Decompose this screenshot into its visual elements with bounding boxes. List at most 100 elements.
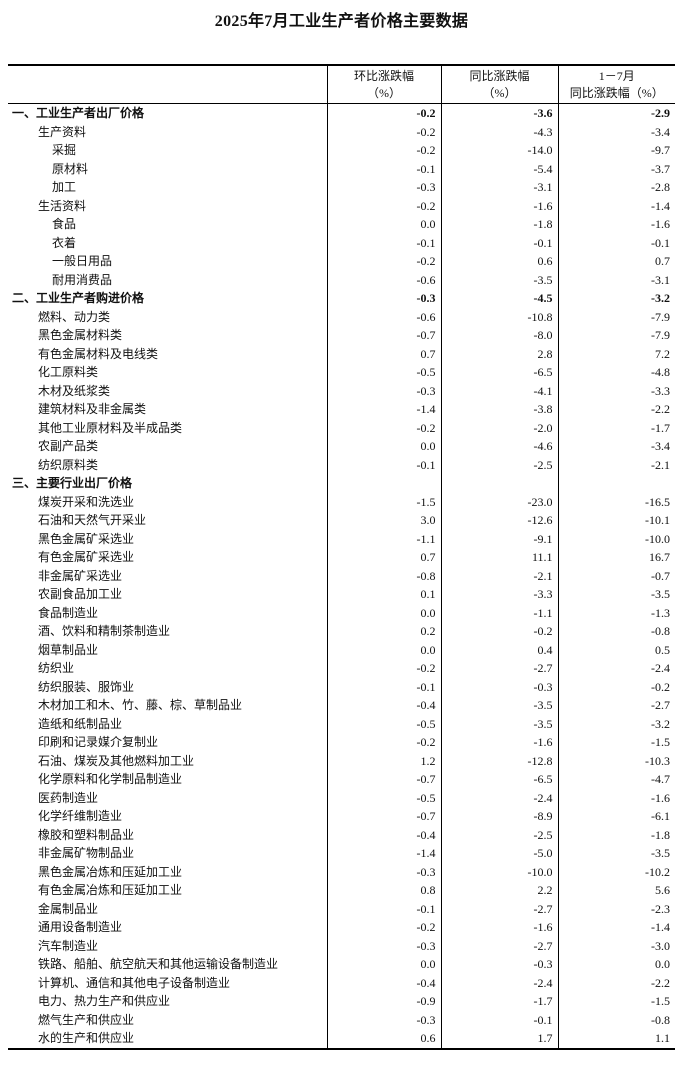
table-row: 食品制造业 0.0 -1.1 -1.3 bbox=[8, 603, 675, 622]
table-row: 食品 0.0 -1.8 -1.6 bbox=[8, 215, 675, 234]
yoy-value: 11.1 bbox=[440, 548, 558, 567]
yoy-value: -3.6 bbox=[440, 103, 558, 123]
yoy-value: -0.1 bbox=[440, 1010, 558, 1029]
row-label: 黑色金属材料类 bbox=[38, 328, 123, 343]
mom-value: -0.3 bbox=[326, 1010, 441, 1029]
row-label: 计算机、通信和其他电子设备制造业 bbox=[38, 975, 231, 990]
ytd-value: -7.9 bbox=[557, 307, 675, 326]
table-body: 一、工业生产者出厂价格 -0.2 -3.6 -2.9 生产资料 -0.2 -4.3 -3.4 采… bbox=[8, 103, 675, 1050]
mom-value: -0.3 bbox=[326, 936, 441, 955]
table-row: 建筑材料及非金属类 -1.4 -3.8 -2.2 bbox=[8, 400, 675, 419]
mom-value: -0.2 bbox=[326, 659, 441, 678]
row-label: 化学纤维制造业 bbox=[38, 809, 123, 824]
ytd-value: -16.5 bbox=[557, 492, 675, 511]
header-ytd-line1: 1－7月 bbox=[598, 68, 635, 83]
header-mom-line1: 环比涨跌幅 bbox=[353, 68, 414, 83]
row-label: 化工原料类 bbox=[38, 365, 99, 380]
mom-value: 0.7 bbox=[326, 344, 441, 363]
yoy-value: 2.2 bbox=[440, 881, 558, 900]
table-row: 烟草制品业 0.0 0.4 0.5 bbox=[8, 640, 675, 659]
mom-value: -0.3 bbox=[326, 178, 441, 197]
ytd-value: -2.3 bbox=[557, 899, 675, 918]
ytd-value: -1.6 bbox=[557, 788, 675, 807]
table-row: 加工 -0.3 -3.1 -2.8 bbox=[8, 178, 675, 197]
ytd-value: -4.7 bbox=[557, 770, 675, 789]
ytd-value: 0.0 bbox=[557, 955, 675, 974]
mom-value: 0.6 bbox=[326, 1029, 441, 1050]
row-label: 非金属矿物制品业 bbox=[38, 846, 135, 861]
table-row: 黑色金属矿采选业 -1.1 -9.1 -10.0 bbox=[8, 529, 675, 548]
row-label: 加工 bbox=[52, 180, 77, 195]
ytd-value: -1.6 bbox=[557, 215, 675, 234]
yoy-value: 0.6 bbox=[440, 252, 558, 271]
ytd-value: -10.1 bbox=[557, 511, 675, 530]
yoy-value: -8.9 bbox=[440, 807, 558, 826]
mom-value: 0.0 bbox=[326, 955, 441, 974]
mom-value: -0.4 bbox=[326, 696, 441, 715]
row-label: 纺织服装、服饰业 bbox=[38, 679, 135, 694]
ytd-value: -10.2 bbox=[557, 862, 675, 881]
table-row: 燃料、动力类 -0.6 -10.8 -7.9 bbox=[8, 307, 675, 326]
header-yoy-line1: 同比涨跌幅 bbox=[469, 68, 530, 83]
ytd-value: -2.7 bbox=[557, 696, 675, 715]
row-label: 二、工业生产者购进价格 bbox=[12, 291, 145, 306]
ytd-value: 1.1 bbox=[557, 1029, 675, 1050]
table-row: 电力、热力生产和供应业 -0.9 -1.7 -1.5 bbox=[8, 992, 675, 1011]
ytd-value: -3.4 bbox=[557, 122, 675, 141]
yoy-value: -5.4 bbox=[440, 159, 558, 178]
table-row: 木材及纸浆类 -0.3 -4.1 -3.3 bbox=[8, 381, 675, 400]
ytd-value bbox=[557, 474, 675, 493]
yoy-value: -1.7 bbox=[440, 992, 558, 1011]
ytd-value: -3.2 bbox=[557, 289, 675, 308]
yoy-value: -10.0 bbox=[440, 862, 558, 881]
yoy-value: -6.5 bbox=[440, 770, 558, 789]
ytd-value: -10.3 bbox=[557, 751, 675, 770]
yoy-value: -0.3 bbox=[440, 677, 558, 696]
mom-value: -0.8 bbox=[326, 566, 441, 585]
yoy-value: -0.2 bbox=[440, 622, 558, 641]
mom-value: -0.5 bbox=[326, 788, 441, 807]
table-row: 通用设备制造业 -0.2 -1.6 -1.4 bbox=[8, 918, 675, 937]
ytd-value: -1.5 bbox=[557, 992, 675, 1011]
row-label: 其他工业原材料及半成品类 bbox=[38, 420, 183, 435]
section-row: 一、工业生产者出厂价格 -0.2 -3.6 -2.9 bbox=[8, 103, 675, 123]
mom-value: -0.7 bbox=[326, 770, 441, 789]
table-row: 衣着 -0.1 -0.1 -0.1 bbox=[8, 233, 675, 252]
ytd-value: -1.4 bbox=[557, 918, 675, 937]
row-label: 农副产品类 bbox=[38, 439, 99, 454]
table-row: 农副产品类 0.0 -4.6 -3.4 bbox=[8, 437, 675, 456]
mom-value: -0.1 bbox=[326, 677, 441, 696]
table-row: 计算机、通信和其他电子设备制造业 -0.4 -2.4 -2.2 bbox=[8, 973, 675, 992]
ytd-value: -2.9 bbox=[557, 103, 675, 123]
row-label: 黑色金属冶炼和压延加工业 bbox=[38, 864, 183, 879]
yoy-value: 0.4 bbox=[440, 640, 558, 659]
yoy-value: -10.8 bbox=[440, 307, 558, 326]
mom-value: -0.7 bbox=[326, 326, 441, 345]
ytd-value: -2.4 bbox=[557, 659, 675, 678]
yoy-value: -2.5 bbox=[440, 825, 558, 844]
ytd-value: -2.8 bbox=[557, 178, 675, 197]
section-row: 三、主要行业出厂价格 bbox=[8, 474, 675, 493]
yoy-value: -1.6 bbox=[440, 196, 558, 215]
row-label: 石油、煤炭及其他燃料加工业 bbox=[38, 753, 195, 768]
ytd-value: -4.8 bbox=[557, 363, 675, 382]
yoy-value: -2.7 bbox=[440, 899, 558, 918]
row-label: 有色金属材料及电线类 bbox=[38, 346, 159, 361]
row-label: 烟草制品业 bbox=[38, 642, 99, 657]
row-label: 生活资料 bbox=[38, 198, 87, 213]
yoy-value: -9.1 bbox=[440, 529, 558, 548]
mom-value: -0.4 bbox=[326, 973, 441, 992]
ytd-value: 7.2 bbox=[557, 344, 675, 363]
row-label: 非金属矿采选业 bbox=[38, 568, 123, 583]
yoy-value: -14.0 bbox=[440, 141, 558, 160]
table-row: 有色金属材料及电线类 0.7 2.8 7.2 bbox=[8, 344, 675, 363]
row-label: 纺织原料类 bbox=[38, 457, 99, 472]
mom-value: -0.5 bbox=[326, 363, 441, 382]
mom-value: -1.4 bbox=[326, 400, 441, 419]
yoy-value: -1.6 bbox=[440, 918, 558, 937]
table-row: 金属制品业 -0.1 -2.7 -2.3 bbox=[8, 899, 675, 918]
row-label: 采掘 bbox=[52, 143, 77, 158]
table-row: 纺织业 -0.2 -2.7 -2.4 bbox=[8, 659, 675, 678]
ytd-value: -1.4 bbox=[557, 196, 675, 215]
yoy-value: -2.4 bbox=[440, 973, 558, 992]
